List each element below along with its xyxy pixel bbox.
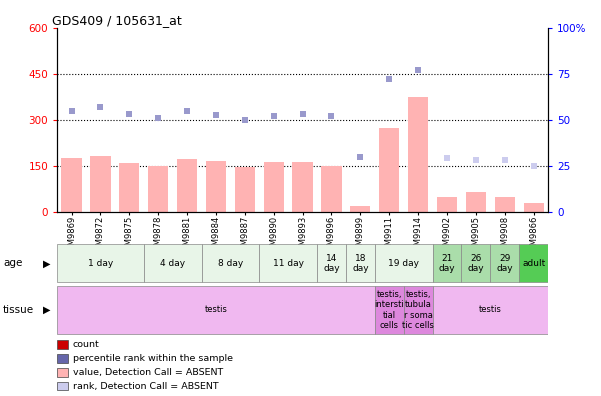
Bar <box>322 166 341 212</box>
Bar <box>437 196 457 212</box>
Bar <box>119 164 139 212</box>
Bar <box>462 244 490 282</box>
Text: testis: testis <box>204 305 227 314</box>
Text: 1 day: 1 day <box>88 259 113 268</box>
Bar <box>375 286 404 333</box>
Bar <box>144 244 201 282</box>
Text: ▶: ▶ <box>43 258 50 268</box>
Text: testis,
tubula
r soma
tic cells: testis, tubula r soma tic cells <box>402 290 434 330</box>
Text: GDS409 / 105631_at: GDS409 / 105631_at <box>52 13 182 27</box>
Bar <box>177 159 197 212</box>
Bar <box>404 286 433 333</box>
Bar <box>235 168 255 212</box>
Text: 29
day: 29 day <box>496 254 513 273</box>
Bar <box>317 244 346 282</box>
Bar <box>61 158 82 212</box>
Bar <box>264 162 284 212</box>
Text: tissue: tissue <box>3 305 34 315</box>
Bar <box>259 244 317 282</box>
Text: adult: adult <box>522 259 545 268</box>
Bar <box>346 244 375 282</box>
Text: percentile rank within the sample: percentile rank within the sample <box>73 354 233 363</box>
Text: 4 day: 4 day <box>160 259 185 268</box>
Text: 8 day: 8 day <box>218 259 243 268</box>
Text: rank, Detection Call = ABSENT: rank, Detection Call = ABSENT <box>73 382 218 390</box>
Text: testis,
intersti
tial
cells: testis, intersti tial cells <box>374 290 404 330</box>
Bar <box>523 203 544 212</box>
Text: 21
day: 21 day <box>439 254 456 273</box>
Text: age: age <box>3 258 22 268</box>
Text: ▶: ▶ <box>43 305 50 315</box>
Bar <box>379 128 399 212</box>
Bar <box>350 206 370 212</box>
Bar <box>519 244 548 282</box>
Text: 18
day: 18 day <box>352 254 368 273</box>
Bar <box>201 244 259 282</box>
Bar <box>466 192 486 212</box>
Text: 11 day: 11 day <box>273 259 304 268</box>
Bar <box>375 244 433 282</box>
Text: 19 day: 19 day <box>388 259 419 268</box>
Text: 26
day: 26 day <box>468 254 484 273</box>
Bar <box>90 156 111 212</box>
Text: count: count <box>73 340 100 349</box>
Text: value, Detection Call = ABSENT: value, Detection Call = ABSENT <box>73 368 223 377</box>
Bar <box>490 244 519 282</box>
Bar <box>433 244 462 282</box>
Bar <box>433 286 548 333</box>
Text: 14
day: 14 day <box>323 254 340 273</box>
Text: testis: testis <box>479 305 502 314</box>
Bar <box>408 97 429 212</box>
Bar <box>148 166 168 212</box>
Bar <box>206 161 226 212</box>
Bar <box>57 286 375 333</box>
Bar <box>293 162 313 212</box>
Bar <box>57 244 144 282</box>
Bar <box>495 197 515 212</box>
